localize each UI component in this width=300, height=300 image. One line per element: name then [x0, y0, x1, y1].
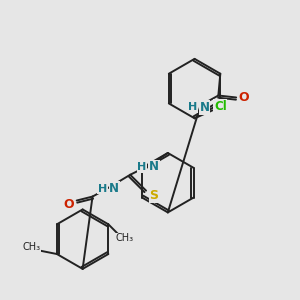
Text: N: N: [200, 101, 209, 114]
Text: CH₃: CH₃: [115, 233, 133, 243]
Text: S: S: [149, 189, 158, 202]
Text: O: O: [63, 198, 74, 211]
Text: CH₃: CH₃: [22, 242, 40, 252]
Text: H: H: [188, 102, 197, 112]
Text: Cl: Cl: [214, 100, 227, 113]
Text: H: H: [137, 162, 147, 172]
Text: N: N: [109, 182, 119, 195]
Text: O: O: [239, 91, 249, 104]
Text: H: H: [98, 184, 107, 194]
Text: N: N: [149, 160, 159, 173]
